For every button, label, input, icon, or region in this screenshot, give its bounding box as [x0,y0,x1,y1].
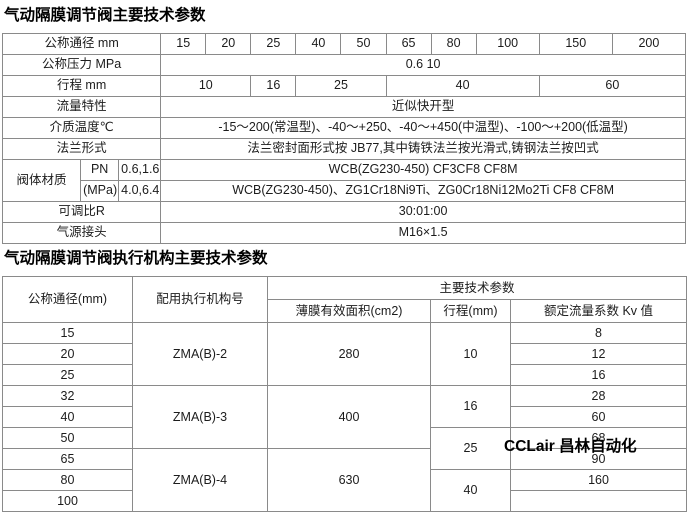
table-row: 40 60 [2,406,687,429]
cell-travel: 25 [430,427,511,471]
label-pn: PN [80,159,120,182]
label-travel: 行程 mm [1,75,162,98]
cell-dn: 20 [2,343,133,366]
cell-travel-25: 25 [295,75,387,98]
table-row-nominal-diameter: 公称通径 mm 15 20 25 40 50 65 80 100 150 200 [1,33,687,56]
cell-travel-10: 10 [160,75,252,98]
cell-travel: 10 [430,322,511,387]
document-page: 气动隔膜调节阀主要技术参数 公称通径 mm 15 20 25 40 50 65 … [1,7,687,512]
table-row-travel: 行程 mm 10 16 25 40 60 [1,75,687,98]
cell-dn-50: 50 [340,33,387,56]
valve-specs-table: 公称通径 mm 15 20 25 40 50 65 80 100 150 200… [1,33,687,245]
cell-dn-150: 150 [538,33,613,56]
cell-dn: 80 [2,469,133,492]
cell-air-connection-value: M16×1.5 [160,222,686,245]
cell-rangeability-value: 30:01:00 [160,201,686,224]
cell-body-material-value-1: WCB(ZG230-450) CF3CF8 CF8M [160,159,686,182]
actuator-specs-table: 公称通径(mm) 配用执行机构号 主要技术参数 薄膜有效面积(cm2) 行程(m… [2,276,687,512]
header-main-params: 主要技术参数 [267,276,687,301]
label-air-connection: 气源接头 [1,222,162,245]
cell-kv: 8 [510,322,687,345]
header-diaphragm-area: 薄膜有效面积(cm2) [267,299,431,324]
table-row-air-connection: 气源接头 M16×1.5 [1,222,686,245]
cell-dn-20: 20 [205,33,252,56]
cell-travel-60: 60 [538,75,687,98]
table-row: 32 ZMA(B)-3 400 16 28 [2,385,687,450]
table-row: 15 ZMA(B)-2 280 10 8 [2,322,687,387]
label-flange-form: 法兰形式 [1,138,162,161]
cell-travel: 16 [430,385,511,429]
cell-area: 280 [267,322,431,387]
cell-area: 630 [267,448,431,512]
cell-dn-100: 100 [475,33,540,56]
cell-travel: 40 [430,469,511,512]
cell-dn: 25 [2,364,133,387]
cell-dn: 50 [2,427,133,450]
cell-dn-25: 25 [250,33,297,56]
table-row-rangeability: 可调比R 30:01:00 [1,201,686,224]
cell-kv [510,490,687,512]
label-rangeability: 可调比R [1,201,162,224]
table-row-nominal-pressure: 公称压力 MPa 0.6 10 [1,54,686,77]
table-row: 20 12 [2,343,687,366]
table-header-row-2: 薄膜有效面积(cm2) 行程(mm) 额定流量系数 Kv 值 [3,299,687,324]
header-travel: 行程(mm) [430,299,511,324]
table-row-body-material-1: 阀体材质 PN 0.6,1.6 WCB(ZG230-450) CF3CF8 CF… [1,159,686,203]
label-nominal-pressure: 公称压力 MPa [1,54,162,77]
cell-dn-65: 65 [385,33,432,56]
cell-kv: 60 [510,406,687,429]
cell-body-material-value-2: WCB(ZG230-450)、ZG1Cr18Ni9Ti、ZG0Cr18Ni12M… [160,180,686,203]
header-nominal-diameter: 公称通径(mm) [2,276,133,324]
cell-dn: 100 [2,490,133,512]
table-row-medium-temperature: 介质温度℃ -15～200(常温型)、-40～+250、-40～+450(中温型… [1,117,686,140]
cell-actuator: ZMA(B)-2 [132,322,268,387]
cell-kv: 160 [510,469,687,492]
cell-dn: 65 [2,448,133,471]
cell-pn-range-1: 0.6,1.6 [118,159,162,182]
section-title-actuator-specs: 气动隔膜调节阀执行机构主要技术参数 [4,250,268,268]
cell-actuator: ZMA(B)-3 [132,385,268,450]
cell-travel-16: 16 [250,75,297,98]
cell-medium-temperature-value: -15～200(常温型)、-40～+250、-40～+450(中温型)、-100… [160,117,686,140]
label-medium-temperature: 介质温度℃ [1,117,162,140]
cell-dn-40: 40 [295,33,342,56]
cell-flange-form-value: 法兰密封面形式按 JB77,其中铸铁法兰按光滑式,铸钢法兰按凹式 [160,138,686,161]
cell-travel-40: 40 [385,75,540,98]
label-pn-unit: (MPa) [80,180,120,203]
table-header-row-1: 公称通径(mm) 配用执行机构号 主要技术参数 [2,276,687,324]
cell-pn-range-2: 4.0,6.4 [118,180,162,203]
section-title-valve-specs: 气动隔膜调节阀主要技术参数 [4,7,206,24]
cell-dn-200: 200 [611,33,687,56]
cell-kv: 12 [510,343,687,366]
cell-dn: 15 [2,322,133,345]
cell-dn-15: 15 [160,33,207,56]
label-body-material: 阀体材质 [1,159,82,203]
watermark-cclair: CCLair 昌林自动化 [504,438,637,455]
header-kv: 额定流量系数 Kv 值 [510,299,687,324]
cell-kv: 16 [510,364,687,387]
label-flow-characteristic: 流量特性 [1,96,162,119]
label-nominal-diameter: 公称通径 mm [1,33,162,56]
table-row: 25 16 [2,364,687,387]
cell-actuator: ZMA(B)-4 [132,448,268,512]
table-row-flow-characteristic: 流量特性 近似快开型 [1,96,686,119]
table-row-body-material-2: (MPa) 4.0,6.4 WCB(ZG230-450)、ZG1Cr18Ni9T… [3,180,686,203]
cell-dn-80: 80 [430,33,477,56]
cell-dn: 40 [2,406,133,429]
table-row-flange-form: 法兰形式 法兰密封面形式按 JB77,其中铸铁法兰按光滑式,铸钢法兰按凹式 [1,138,686,161]
cell-flow-characteristic-value: 近似快开型 [160,96,686,119]
cell-dn: 32 [2,385,133,408]
cell-nominal-pressure-value: 0.6 10 [160,54,686,77]
cell-area: 400 [267,385,431,450]
cell-kv: 28 [510,385,687,408]
header-actuator-model: 配用执行机构号 [132,276,268,324]
